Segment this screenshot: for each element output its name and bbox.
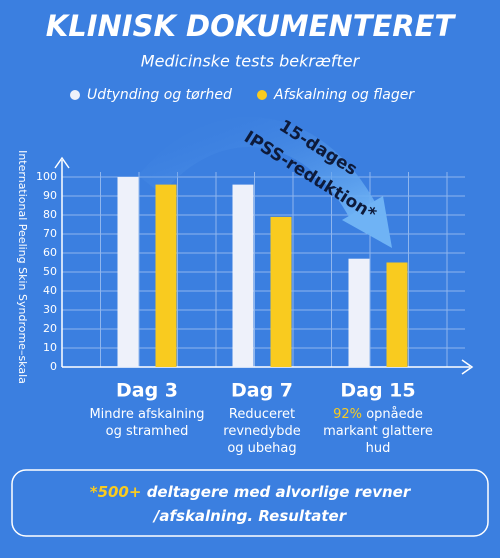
caption: Reduceret (229, 407, 295, 422)
footnote: *500+ deltagere med alvorlige revner (90, 483, 412, 501)
y-tick-label: 20 (43, 322, 57, 335)
bar (270, 216, 292, 367)
caption-text: hud (366, 441, 391, 456)
x-axis-arrow (461, 359, 474, 375)
y-axis-label: International Peeling Skin Syndrome–skal… (16, 150, 29, 384)
caption-text: og ubehag (227, 441, 296, 456)
bar (348, 258, 370, 367)
caption-text: markant glattere (323, 424, 433, 439)
legend-marker (257, 90, 267, 100)
bar (117, 177, 139, 367)
footnote-text: deltagere med alvorlige revner (147, 483, 412, 501)
arrow-head (342, 196, 392, 248)
x-tick-label: Dag 7 (231, 380, 293, 402)
legend-label: Udtynding og tørhed (87, 87, 232, 103)
chart-title: KLINISK DOKUMENTERET (46, 9, 457, 43)
footnote-text: /afskalning. Resultater (152, 507, 348, 525)
caption: hud (366, 441, 391, 456)
caption: Mindre afskalning (89, 407, 204, 422)
caption: revnedybde (223, 424, 300, 439)
caption-text: Reduceret (229, 407, 295, 422)
legend-marker (70, 90, 80, 100)
x-tick-label: Dag 15 (340, 380, 415, 402)
arrow (138, 117, 379, 223)
x-tick-label: Dag 3 (116, 380, 178, 402)
y-axis-arrow (54, 156, 70, 169)
chart-subtitle: Medicinske tests bekræfter (141, 52, 361, 71)
caption: og stramhed (106, 424, 189, 439)
bar (232, 184, 254, 367)
y-tick-label: 0 (50, 360, 57, 373)
footnote: /afskalning. Resultater (152, 507, 348, 525)
caption-text: opnåede (366, 407, 423, 422)
caption: 92% opnåede (333, 407, 423, 422)
y-tick-label: 10 (43, 341, 57, 354)
caption-text: Mindre afskalning (89, 407, 204, 422)
caption-text: revnedybde (223, 424, 300, 439)
caption: markant glattere (323, 424, 433, 439)
bar (155, 184, 177, 367)
y-tick-label: 100 (36, 170, 57, 183)
y-tick-label: 90 (43, 189, 57, 202)
y-tick-label: 30 (43, 303, 57, 316)
y-tick-label: 50 (43, 265, 57, 278)
caption: og ubehag (227, 441, 296, 456)
bar (386, 262, 408, 367)
legend-label: Afskalning og flager (273, 87, 415, 103)
caption-text: og stramhed (106, 424, 189, 439)
footnote-box (11, 469, 489, 537)
footnote-highlight: *500+ (90, 483, 142, 501)
caption-highlight: 92% (333, 407, 362, 422)
y-tick-label: 80 (43, 208, 57, 221)
y-tick-label: 70 (43, 227, 57, 240)
y-tick-label: 60 (43, 246, 57, 259)
y-tick-label: 40 (43, 284, 57, 297)
